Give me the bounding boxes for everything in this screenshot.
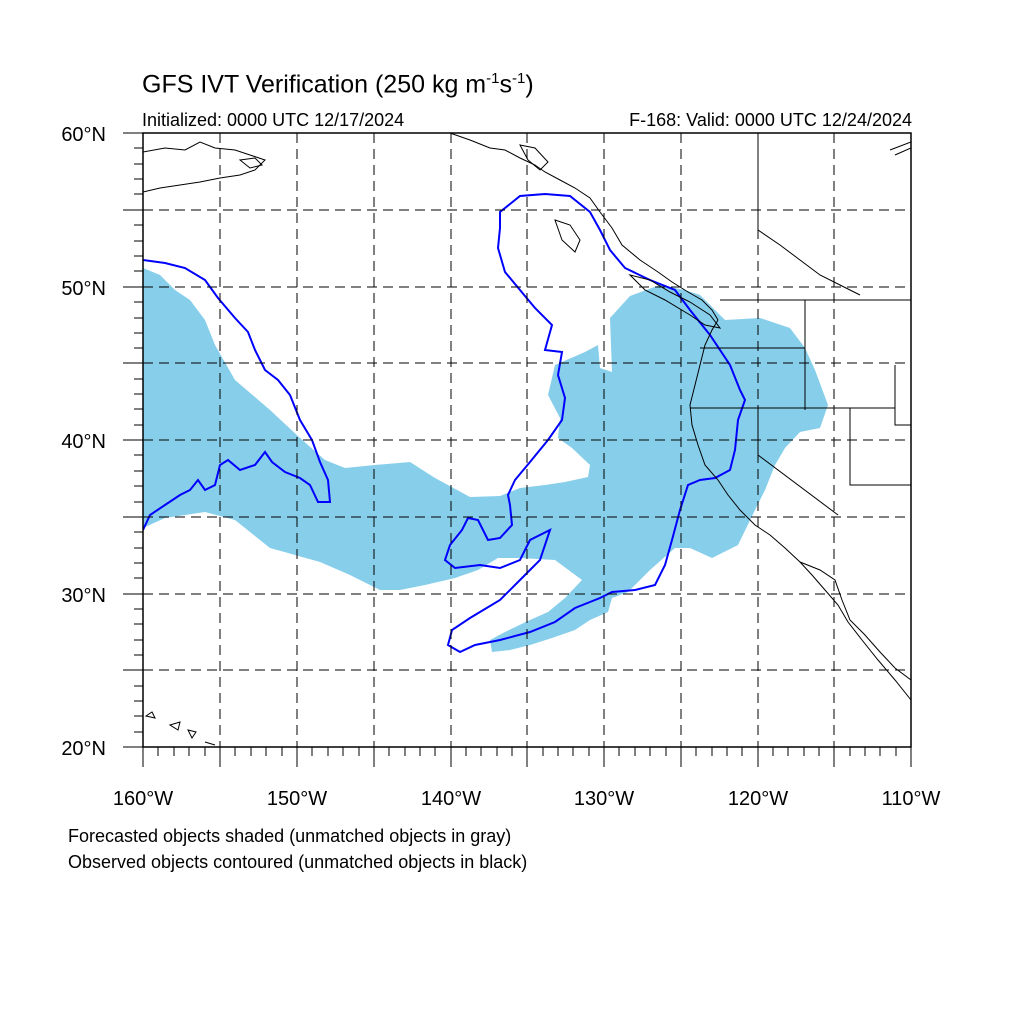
forecast-ivt-object (143, 268, 828, 652)
y-label-20n: 20°N (61, 738, 106, 760)
y-label-40n: 40°N (61, 431, 106, 453)
x-label-120w: 120°W (728, 788, 788, 810)
x-label-110w: 110°W (882, 788, 941, 810)
valid-time: F-168: Valid: 0000 UTC 12/24/2024 (629, 110, 912, 130)
gridlines (143, 133, 911, 747)
initialized-time: Initialized: 0000 UTC 12/17/2024 (142, 110, 405, 130)
y-label-50n: 50°N (61, 278, 106, 300)
y-label-30n: 30°N (61, 585, 106, 607)
forecast-note: Forecasted objects shaded (unmatched obj… (68, 826, 512, 846)
y-label-60n: 60°N (61, 124, 106, 146)
x-label-130w: 130°W (574, 788, 634, 810)
tick-marks (123, 132, 912, 767)
x-label-150w: 150°W (267, 788, 327, 810)
observed-note: Observed objects contoured (unmatched ob… (68, 852, 528, 872)
coastlines (143, 133, 911, 746)
x-label-160w: 160°W (113, 788, 173, 810)
observed-ivt-object (143, 192, 747, 654)
map-title: GFS IVT Verification (250 kg m-1s-1) (142, 70, 534, 99)
x-label-140w: 140°W (421, 788, 481, 810)
